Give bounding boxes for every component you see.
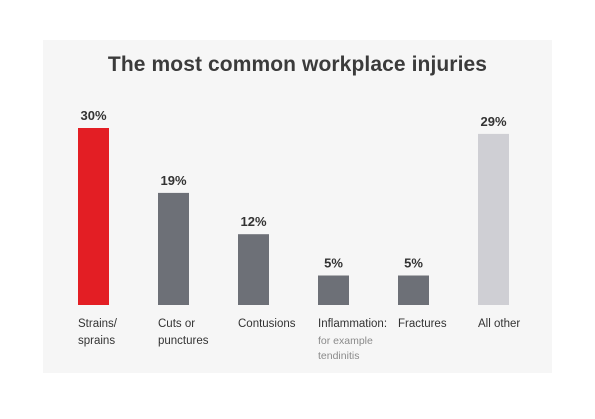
category-label: Contusions [238,318,296,330]
chart-card [43,40,552,373]
bar [318,275,349,305]
category-label: All other [478,318,520,330]
category-label: Fractures [398,318,447,330]
chart-title: The most common workplace injuries [107,53,488,76]
category-label: Strains/ [78,318,118,330]
category-sublabel: for example [318,335,373,347]
category-sublabel: tendinitis [318,350,359,362]
data-label: 19% [160,173,186,188]
category-label: punctures [158,335,209,347]
data-label: 5% [324,256,343,271]
category-label: sprains [78,335,115,347]
data-label: 29% [480,114,506,129]
bar [158,192,189,305]
data-label: 5% [404,256,423,271]
bar [478,133,509,305]
bar [238,234,269,305]
bar [398,275,429,305]
data-label: 30% [80,108,106,123]
data-label: 12% [240,214,266,229]
bar [78,128,109,305]
category-label: Inflammation: [318,318,387,330]
category-label: Cuts or [158,318,195,330]
